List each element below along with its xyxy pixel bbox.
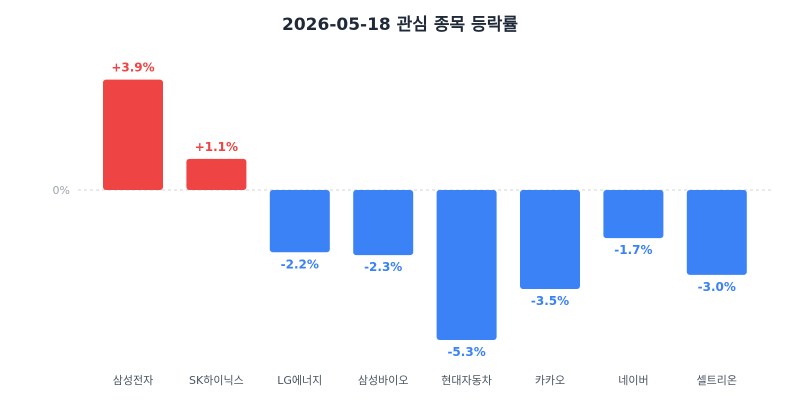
value-label-2: -2.2% (281, 257, 319, 271)
bars-group: +3.9% 삼성전자 +1.1% SK하이닉스 -2.2% LG에너지 -2.3% 삼성바이오… (103, 61, 747, 387)
zero-axis-label: 0% (53, 184, 70, 197)
category-label-3: 삼성바이오 (358, 374, 409, 387)
bar-2 (269, 190, 330, 253)
bar-7 (686, 190, 747, 275)
bar-4 (436, 190, 497, 340)
chart-title: 2026-05-18 관심 종목 등락률 (282, 15, 518, 35)
category-label-5: 카카오 (535, 374, 565, 387)
category-label-0: 삼성전자 (113, 374, 153, 387)
bar-6 (603, 190, 664, 239)
value-label-5: -3.5% (531, 294, 569, 308)
category-label-2: LG에너지 (277, 374, 322, 387)
bar-0 (103, 79, 163, 190)
category-label-4: 현대자동차 (441, 374, 492, 387)
value-label-3: -2.3% (364, 260, 402, 274)
value-label-0: +3.9% (111, 61, 154, 75)
bar-1 (186, 158, 247, 190)
value-label-4: -5.3% (447, 345, 485, 359)
category-label-6: 네이버 (618, 374, 648, 387)
bar-5 (520, 190, 580, 290)
bar-3 (353, 190, 414, 256)
value-label-7: -3.0% (698, 280, 736, 294)
value-label-1: +1.1% (195, 140, 238, 154)
category-label-1: SK하이닉스 (189, 373, 244, 387)
category-label-7: 셀트리온 (697, 374, 737, 387)
value-label-6: -1.7% (614, 243, 652, 257)
